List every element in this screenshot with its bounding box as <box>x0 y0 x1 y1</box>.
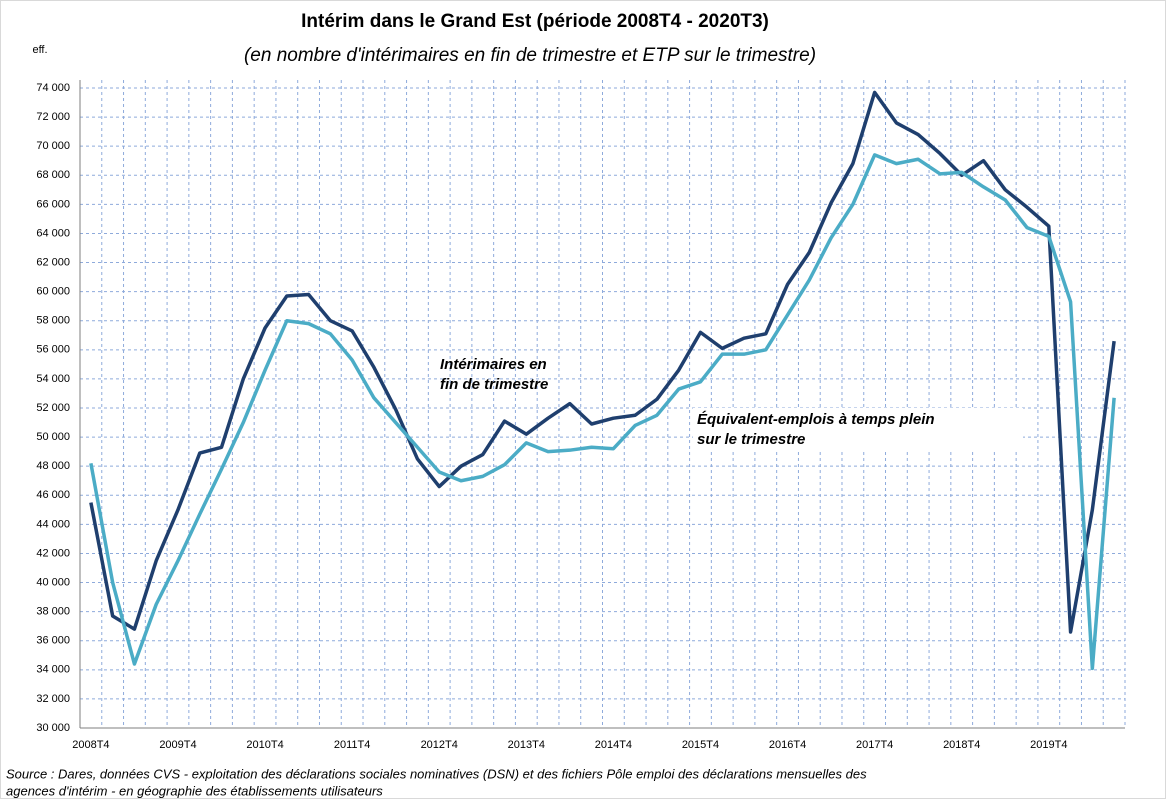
y-tick-label: 52 000 <box>36 402 70 414</box>
y-tick-label: 40 000 <box>36 576 70 588</box>
series-line <box>89 90 1116 634</box>
y-tick-label: 56 000 <box>36 344 70 356</box>
x-tick-label: 2019T4 <box>1030 739 1067 751</box>
y-tick-label: 48 000 <box>36 460 70 472</box>
x-tick-label: 2018T4 <box>943 739 980 751</box>
source-note: agences d'intérim - en géographie des ét… <box>6 783 383 798</box>
y-tick-label: 74 000 <box>36 82 70 94</box>
series-label: Équivalent-emplois à temps plein <box>697 411 935 428</box>
y-tick-label: 46 000 <box>36 489 70 501</box>
source-note: Source : Dares, données CVS - exploitati… <box>6 766 867 781</box>
y-tick-label: 72 000 <box>36 111 70 123</box>
x-tick-label: 2013T4 <box>508 739 545 751</box>
y-tick-label: 68 000 <box>36 169 70 181</box>
x-tick-label: 2010T4 <box>246 739 283 751</box>
series-line <box>89 153 1116 671</box>
x-tick-label: 2012T4 <box>421 739 458 751</box>
y-tick-label: 62 000 <box>36 256 70 268</box>
x-tick-label: 2017T4 <box>856 739 893 751</box>
y-tick-label: 38 000 <box>36 606 70 618</box>
y-tick-label: 66 000 <box>36 198 70 210</box>
y-tick-label: 42 000 <box>36 547 70 559</box>
y-tick-label: 50 000 <box>36 431 70 443</box>
y-tick-label: 54 000 <box>36 373 70 385</box>
series-label: sur le trimestre <box>697 431 805 448</box>
y-tick-label: 64 000 <box>36 227 70 239</box>
x-tick-label: 2015T4 <box>682 739 719 751</box>
chart-subtitle: (en nombre d'intérimaires en fin de trim… <box>244 45 816 66</box>
y-tick-label: 70 000 <box>36 140 70 152</box>
y-tick-label: 36 000 <box>36 635 70 647</box>
y-tick-label: 32 000 <box>36 693 70 705</box>
y-tick-label: 34 000 <box>36 664 70 676</box>
series-label: fin de trimestre <box>440 376 548 393</box>
series-label: Intérimaires en <box>440 356 547 373</box>
x-tick-label: 2014T4 <box>595 739 632 751</box>
y-tick-label: 44 000 <box>36 518 70 530</box>
x-tick-label: 2016T4 <box>769 739 806 751</box>
x-tick-label: 2009T4 <box>159 739 196 751</box>
x-tick-label: 2008T4 <box>72 739 109 751</box>
y-tick-label: 60 000 <box>36 286 70 298</box>
y-axis-label: eff. <box>32 44 47 56</box>
y-tick-label: 58 000 <box>36 315 70 327</box>
x-tick-label: 2011T4 <box>334 739 371 751</box>
chart-title: Intérim dans le Grand Est (période 2008T… <box>301 11 769 32</box>
y-tick-label: 30 000 <box>36 722 70 734</box>
label-background <box>693 408 1023 452</box>
